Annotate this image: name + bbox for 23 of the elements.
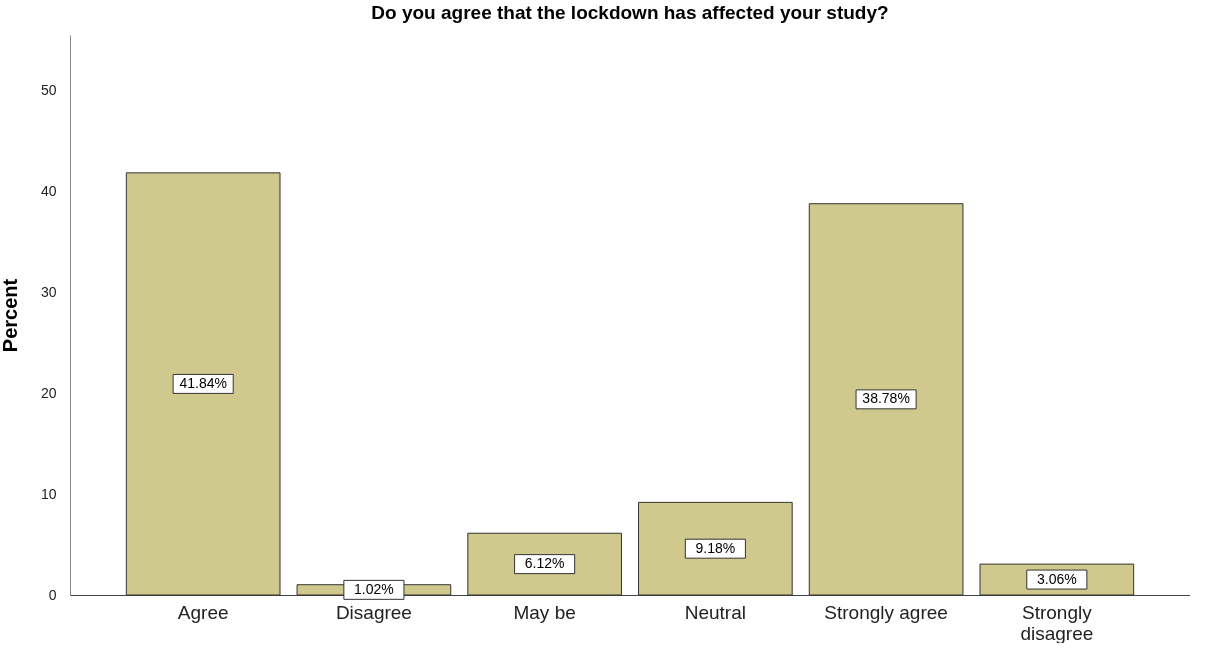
bar xyxy=(808,203,964,596)
chart-title: Do you agree that the lockdown has affected your study? xyxy=(371,2,889,23)
data-label: 6.12% xyxy=(524,555,565,572)
data-label: 38.78% xyxy=(862,390,910,407)
bar xyxy=(125,172,281,596)
x-tick-label: Strongly disagree xyxy=(1020,601,1094,644)
y-tick-label: 40 xyxy=(40,182,57,199)
y-tick-label: 0 xyxy=(48,586,57,603)
x-tick-label: Agree xyxy=(177,601,229,623)
data-label: 1.02% xyxy=(354,580,394,597)
bar xyxy=(638,501,793,596)
y-tick-label: 30 xyxy=(40,283,57,300)
y-tick-label: 10 xyxy=(40,485,57,502)
data-label: 41.84% xyxy=(179,374,227,391)
y-tick-label: 50 xyxy=(40,82,57,98)
x-tick-label: May be xyxy=(513,601,576,623)
x-tick-label: Strongly agree xyxy=(824,601,948,623)
x-tick-label: Disagree xyxy=(335,601,412,623)
data-label: 3.06% xyxy=(1036,570,1077,587)
data-label: 9.18% xyxy=(695,539,736,556)
y-tick-label: 20 xyxy=(40,384,57,401)
x-tick-label: Neutral xyxy=(684,601,746,623)
y-axis-title: Percent xyxy=(0,278,21,353)
